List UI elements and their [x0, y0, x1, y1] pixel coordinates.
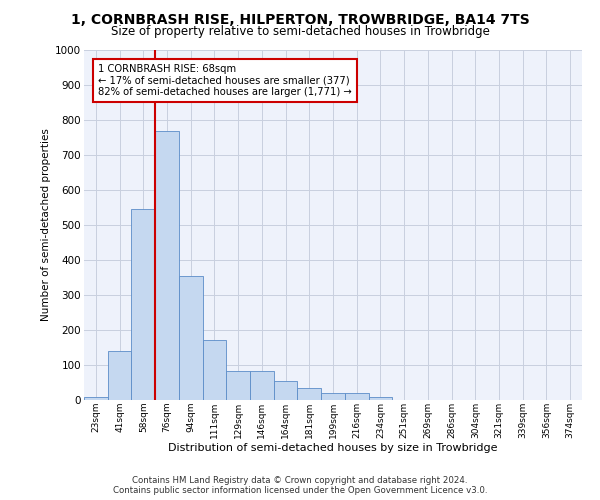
Bar	[155, 130, 179, 400]
Bar	[274, 382, 298, 400]
Text: Size of property relative to semi-detached houses in Trowbridge: Size of property relative to semi-detach…	[110, 25, 490, 38]
Bar	[131, 209, 155, 400]
X-axis label: Distribution of semi-detached houses by size in Trowbridge: Distribution of semi-detached houses by …	[168, 444, 498, 454]
Bar	[250, 372, 274, 400]
Y-axis label: Number of semi-detached properties: Number of semi-detached properties	[41, 128, 51, 322]
Bar	[84, 396, 108, 400]
Bar	[298, 388, 321, 400]
Bar	[321, 393, 345, 400]
Bar	[179, 276, 203, 400]
Bar	[226, 372, 250, 400]
Bar	[368, 396, 392, 400]
Bar	[345, 393, 368, 400]
Bar	[203, 340, 226, 400]
Text: 1 CORNBRASH RISE: 68sqm
← 17% of semi-detached houses are smaller (377)
82% of s: 1 CORNBRASH RISE: 68sqm ← 17% of semi-de…	[98, 64, 352, 97]
Text: 1, CORNBRASH RISE, HILPERTON, TROWBRIDGE, BA14 7TS: 1, CORNBRASH RISE, HILPERTON, TROWBRIDGE…	[71, 12, 529, 26]
Bar	[108, 351, 131, 400]
Text: Contains HM Land Registry data © Crown copyright and database right 2024.
Contai: Contains HM Land Registry data © Crown c…	[113, 476, 487, 495]
